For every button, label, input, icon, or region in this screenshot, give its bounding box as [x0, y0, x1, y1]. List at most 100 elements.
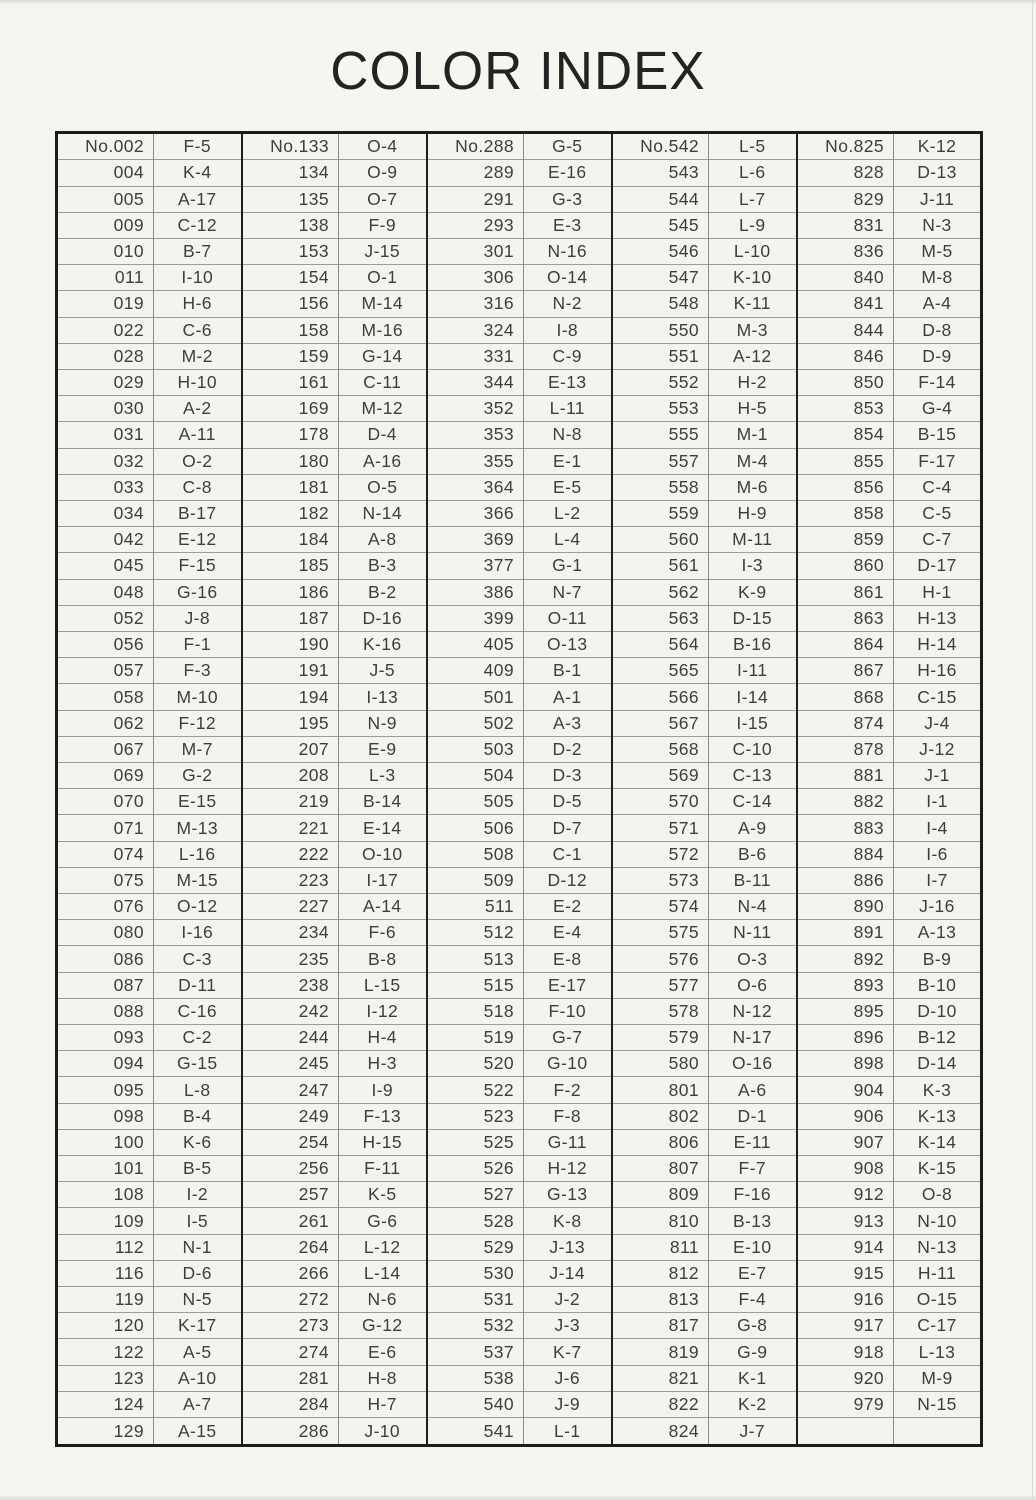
- color-code-cell: K-2: [708, 1390, 797, 1418]
- color-code-cell: G-9: [708, 1338, 797, 1366]
- color-code-cell: A-3: [523, 709, 612, 737]
- table-row: 019 H-6 156 M-14 316 N-2 548 K-11 841 A-…: [56, 290, 982, 318]
- color-code-cell: B-2: [338, 578, 427, 606]
- color-number-cell: 281: [240, 1364, 339, 1392]
- color-number-cell: 543: [610, 159, 709, 187]
- color-code-cell: B-11: [708, 866, 797, 894]
- color-code-cell: L-12: [338, 1233, 427, 1261]
- color-number-cell: 123: [56, 1364, 154, 1392]
- table-row: 056 F-1 190 K-16 405 O-13 564 B-16 864 H…: [56, 630, 982, 658]
- color-number-cell: 907: [795, 1128, 894, 1156]
- table-row: 031 A-11 178 D-4 353 N-8 555 M-1 854 B-1…: [56, 421, 982, 449]
- color-code-cell: I-1: [893, 788, 982, 815]
- table-row: 080 I-16 234 F-6 512 E-4 575 N-11 891 A-…: [56, 919, 982, 946]
- color-number-cell: 918: [795, 1338, 894, 1366]
- color-number-cell: 169: [240, 395, 339, 422]
- color-number-cell: 884: [795, 840, 894, 868]
- color-code-cell: J-8: [153, 604, 242, 632]
- color-number-cell: 505: [425, 788, 524, 815]
- color-code-cell: A-4: [893, 290, 982, 318]
- table-row: 101 B-5 256 F-11 526 H-12 807 F-7 908 K-…: [56, 1155, 982, 1182]
- color-code-cell: I-6: [893, 840, 982, 868]
- color-code-cell: C-12: [153, 211, 242, 239]
- color-number-cell: 352: [425, 395, 524, 422]
- color-number-cell: 523: [425, 1102, 524, 1130]
- table-row: 112 N-1 264 L-12 529 J-13 811 E-10 914 N…: [56, 1233, 982, 1261]
- color-number-cell: 522: [425, 1076, 524, 1104]
- color-number-cell: 227: [240, 893, 339, 920]
- color-number-cell: 033: [56, 473, 154, 501]
- color-number-cell: 513: [425, 945, 524, 973]
- color-number-cell: 344: [425, 368, 524, 396]
- color-number-cell: 031: [56, 421, 154, 449]
- color-number-cell: 070: [56, 788, 154, 815]
- color-code-cell: F-15: [153, 552, 242, 580]
- color-number-cell: 178: [240, 421, 339, 449]
- color-code-cell: A-7: [153, 1390, 242, 1418]
- color-number-cell: 052: [56, 604, 154, 632]
- color-code-cell: O-1: [338, 264, 427, 291]
- color-code-cell: A-12: [708, 342, 797, 370]
- color-code-cell: A-10: [153, 1364, 242, 1392]
- color-code-cell: E-10: [708, 1233, 797, 1261]
- color-number-cell: 153: [240, 237, 339, 265]
- color-number-cell: 555: [610, 421, 709, 449]
- table-row: 057 F-3 191 J-5 409 B-1 565 I-11 867 H-1…: [56, 657, 982, 684]
- color-number-cell: No.288: [425, 132, 524, 160]
- color-number-cell: 807: [610, 1155, 709, 1182]
- table-row: 074 L-16 222 O-10 508 C-1 572 B-6 884 I-…: [56, 840, 982, 868]
- color-number-cell: 867: [795, 657, 894, 684]
- color-number-cell: 527: [425, 1181, 524, 1208]
- color-number-cell: 235: [240, 945, 339, 973]
- color-number-cell: 859: [795, 526, 894, 553]
- color-number-cell: 219: [240, 788, 339, 815]
- table-row: 071 M-13 221 E-14 506 D-7 571 A-9 883 I-…: [56, 814, 982, 842]
- color-code-cell: L-16: [153, 840, 242, 868]
- color-number-cell: 223: [240, 866, 339, 894]
- color-number-cell: 558: [610, 473, 709, 501]
- color-number-cell: 526: [425, 1155, 524, 1182]
- color-code-cell: G-11: [523, 1128, 612, 1156]
- color-number-cell: 158: [240, 316, 339, 344]
- color-code-cell: L-1: [523, 1417, 612, 1446]
- color-number-cell: 519: [425, 1024, 524, 1051]
- color-code-cell: M-4: [708, 447, 797, 475]
- color-code-cell: J-14: [523, 1259, 612, 1287]
- color-number-cell: 289: [425, 159, 524, 187]
- color-number-cell: 577: [610, 971, 709, 999]
- color-code-cell: N-12: [708, 997, 797, 1025]
- color-number-cell: 306: [425, 264, 524, 291]
- color-number-cell: 819: [610, 1338, 709, 1366]
- color-number-cell: 570: [610, 788, 709, 815]
- color-number-cell: 208: [240, 762, 339, 789]
- color-code-cell: G-4: [893, 395, 982, 422]
- color-number-cell: 565: [610, 657, 709, 684]
- color-number-cell: 913: [795, 1207, 894, 1235]
- color-code-cell: H-1: [893, 578, 982, 606]
- color-code-cell: K-3: [893, 1076, 982, 1104]
- color-number-cell: 156: [240, 290, 339, 318]
- color-number-cell: 806: [610, 1128, 709, 1156]
- color-number-cell: 045: [56, 552, 154, 580]
- color-number-cell: 221: [240, 814, 339, 842]
- table-row: 011 I-10 154 O-1 306 O-14 547 K-10 840 M…: [56, 264, 982, 291]
- color-code-cell: I-2: [153, 1181, 242, 1208]
- color-code-cell: K-6: [153, 1128, 242, 1156]
- color-code-cell: O-3: [708, 945, 797, 973]
- color-code-cell: O-7: [338, 185, 427, 213]
- color-code-cell: C-6: [153, 316, 242, 344]
- color-code-cell: I-9: [338, 1076, 427, 1104]
- color-number-cell: 195: [240, 709, 339, 737]
- color-code-cell: B-7: [153, 237, 242, 265]
- table-row: 045 F-15 185 B-3 377 G-1 561 I-3 860 D-1…: [56, 552, 982, 580]
- color-number-cell: 034: [56, 499, 154, 527]
- table-row: 048 G-16 186 B-2 386 N-7 562 K-9 861 H-1: [56, 578, 982, 606]
- color-code-cell: C-9: [523, 342, 612, 370]
- color-code-cell: B-14: [338, 788, 427, 815]
- color-code-cell: D-10: [893, 997, 982, 1025]
- color-code-cell: N-6: [338, 1286, 427, 1313]
- color-code-cell: J-1: [893, 762, 982, 789]
- color-code-cell: E-12: [153, 526, 242, 553]
- color-number-cell: 878: [795, 735, 894, 763]
- color-code-cell: L-11: [523, 395, 612, 422]
